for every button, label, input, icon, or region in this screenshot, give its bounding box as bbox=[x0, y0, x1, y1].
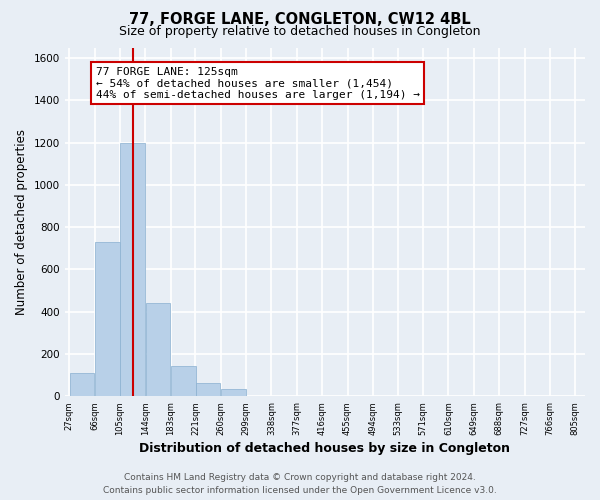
Bar bbox=[171, 366, 196, 396]
Bar bbox=[70, 373, 94, 396]
X-axis label: Distribution of detached houses by size in Congleton: Distribution of detached houses by size … bbox=[139, 442, 511, 455]
Text: 77 FORGE LANE: 125sqm
← 54% of detached houses are smaller (1,454)
44% of semi-d: 77 FORGE LANE: 125sqm ← 54% of detached … bbox=[96, 66, 420, 100]
Text: 77, FORGE LANE, CONGLETON, CW12 4BL: 77, FORGE LANE, CONGLETON, CW12 4BL bbox=[129, 12, 471, 28]
Bar bbox=[120, 142, 145, 396]
Bar bbox=[221, 389, 246, 396]
Y-axis label: Number of detached properties: Number of detached properties bbox=[15, 129, 28, 315]
Text: Size of property relative to detached houses in Congleton: Size of property relative to detached ho… bbox=[119, 25, 481, 38]
Bar bbox=[146, 303, 170, 396]
Bar bbox=[196, 383, 220, 396]
Text: Contains HM Land Registry data © Crown copyright and database right 2024.
Contai: Contains HM Land Registry data © Crown c… bbox=[103, 473, 497, 495]
Bar bbox=[95, 242, 119, 396]
